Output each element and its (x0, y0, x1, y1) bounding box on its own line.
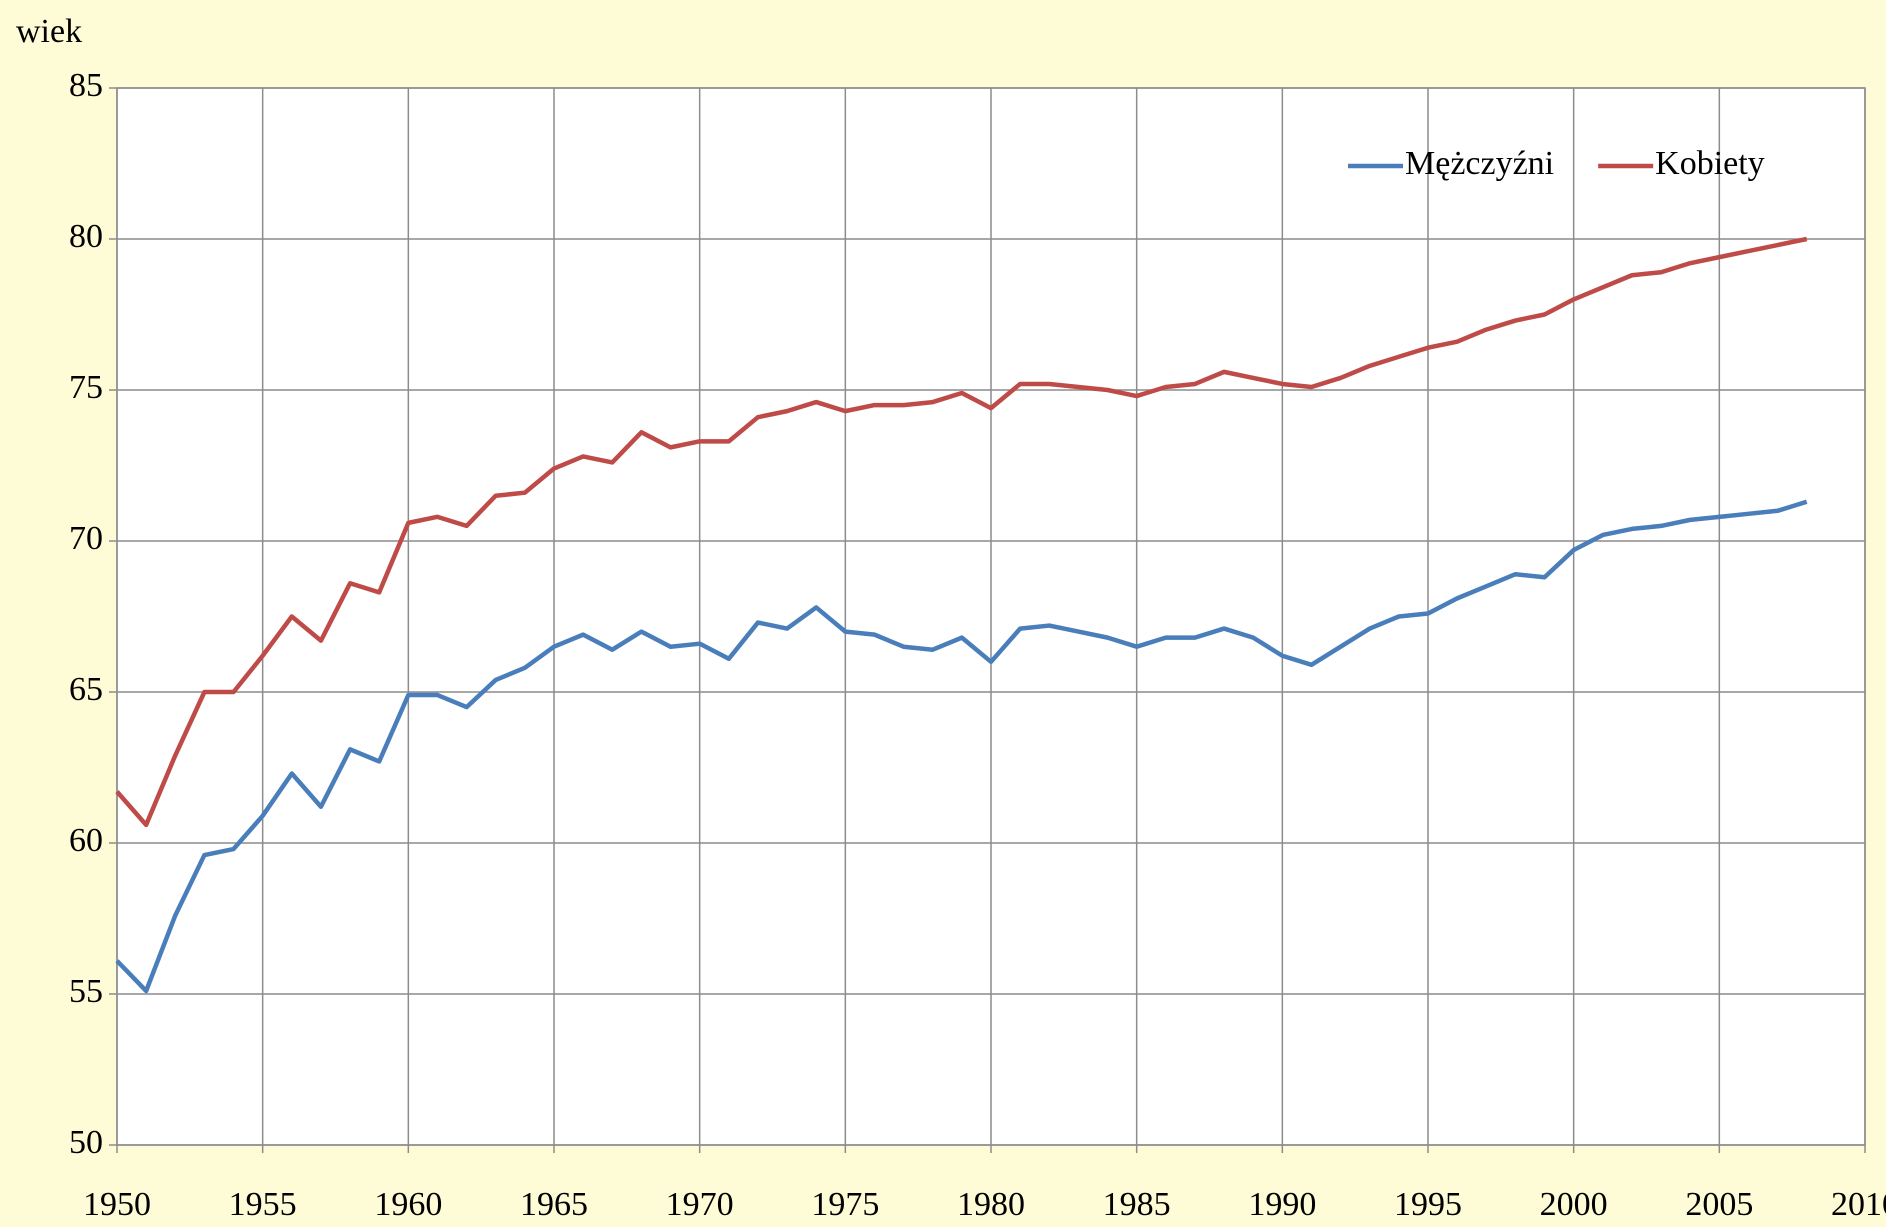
x-tick-label: 2000 (1540, 1186, 1608, 1223)
y-tick-label: 50 (69, 1124, 103, 1161)
y-tick-label: 55 (69, 973, 103, 1010)
x-tick-label: 1995 (1394, 1186, 1462, 1223)
x-tick-label: 1985 (1103, 1186, 1171, 1223)
plot-border (116, 87, 1866, 1146)
y-tick-label: 85 (69, 67, 103, 104)
y-tick-label: 75 (69, 369, 103, 406)
x-tick-label: 1955 (229, 1186, 297, 1223)
x-tick-label: 1975 (811, 1186, 879, 1223)
data-line (115, 499, 1808, 994)
x-tick-label: 1970 (666, 1186, 734, 1223)
x-tick-label: 2010 (1831, 1186, 1886, 1223)
y-tick-label: 70 (69, 520, 103, 557)
x-tick-label: 1980 (957, 1186, 1025, 1223)
legend-label: Kobiety (1655, 145, 1765, 182)
y-tick-label: 65 (69, 671, 103, 708)
x-tick-label: 2005 (1685, 1186, 1753, 1223)
x-tick-label: 1950 (83, 1186, 151, 1223)
x-tick-label: 1960 (374, 1186, 442, 1223)
x-tick-label: 1965 (520, 1186, 588, 1223)
x-tick-label: 1990 (1248, 1186, 1316, 1223)
y-axis-label: wiek (16, 13, 82, 50)
y-tick-label: 80 (69, 218, 103, 255)
data-line (115, 236, 1808, 828)
legend-label: Mężczyźni (1405, 145, 1554, 182)
y-tick-label: 60 (69, 822, 103, 859)
